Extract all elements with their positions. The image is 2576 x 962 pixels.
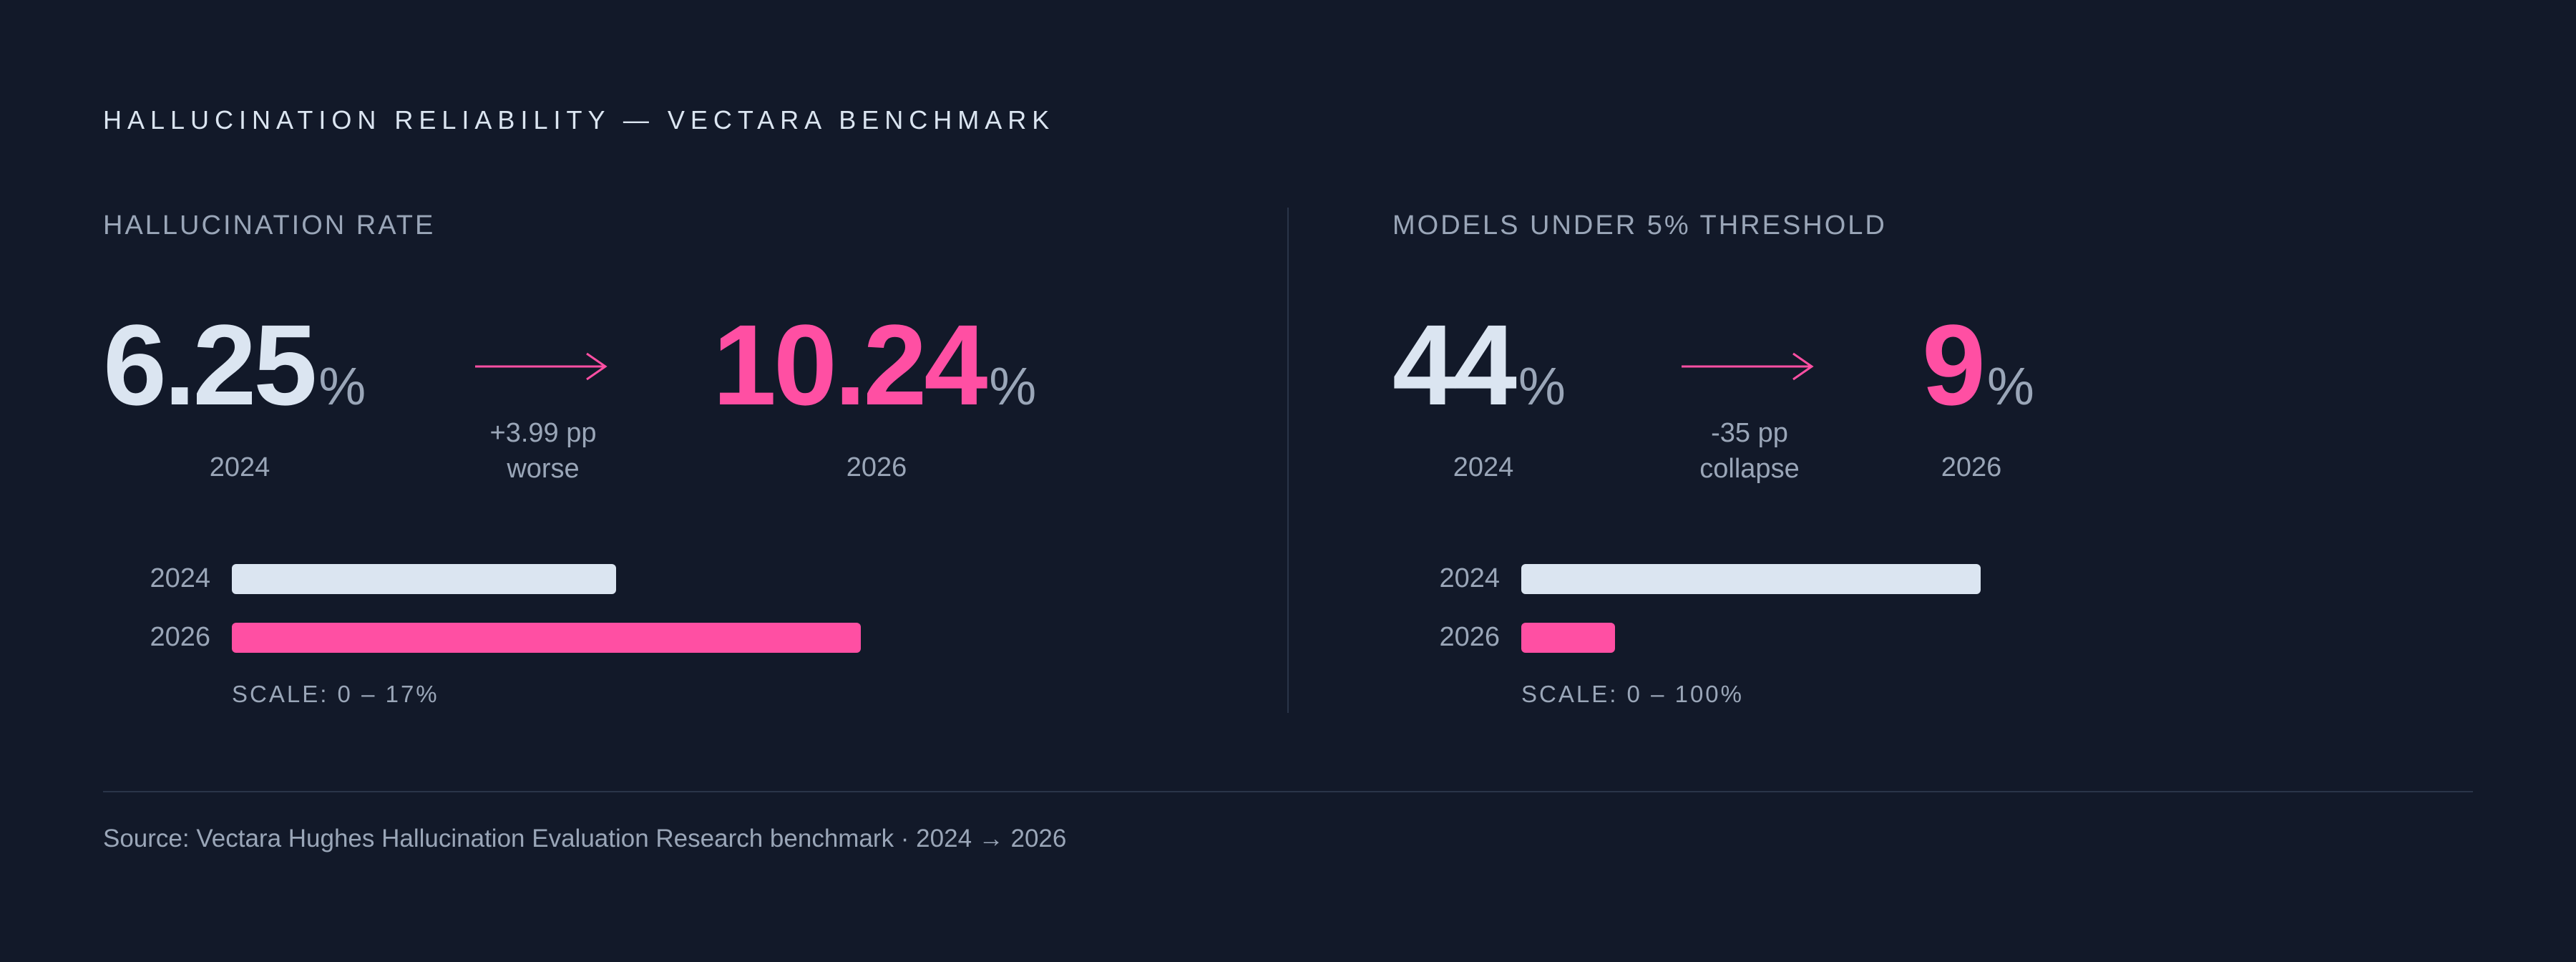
stat-before-unit: % xyxy=(318,356,366,416)
main-title: HALLUCINATION RELIABILITY — VECTARA BENC… xyxy=(103,105,1055,135)
bar-after xyxy=(232,623,862,653)
stat-before-year: 2024 xyxy=(1453,452,1514,482)
stat-after-value: 10.24 xyxy=(713,301,987,429)
stat-before-value: 6.25 xyxy=(103,301,317,429)
stat-before-year: 2024 xyxy=(209,452,270,482)
vertical-divider xyxy=(1287,208,1289,713)
bar-label-after: 2026 xyxy=(150,622,210,652)
bar-before xyxy=(1521,564,1981,594)
bar-after xyxy=(1521,623,1616,653)
bar-before xyxy=(232,564,616,594)
stat-after-unit: % xyxy=(989,356,1037,416)
stat-before-unit: % xyxy=(1518,356,1566,416)
stat-after-year: 2026 xyxy=(1941,452,2002,482)
change-line2: worse xyxy=(507,454,580,484)
stat-before: 44% xyxy=(1392,308,1566,422)
stat-after-unit: % xyxy=(1986,356,2034,416)
panel-models-under-threshold: MODELS UNDER 5% THRESHOLD 44% 2024 -35 p… xyxy=(1392,208,2573,723)
change-line2: collapse xyxy=(1699,454,1800,484)
panel-title: HALLUCINATION RATE xyxy=(103,210,436,240)
bar-label-after: 2026 xyxy=(1439,622,1500,652)
stat-after-value: 9 xyxy=(1922,301,1986,429)
change-line1: +3.99 pp xyxy=(489,418,597,448)
stat-after-year: 2026 xyxy=(846,452,907,482)
stat-before-value: 44 xyxy=(1392,301,1517,429)
panel-title: MODELS UNDER 5% THRESHOLD xyxy=(1392,210,1887,240)
scale-label: SCALE: 0 – 100% xyxy=(1521,681,1744,707)
scale-label: SCALE: 0 – 17% xyxy=(232,681,439,707)
stat-after: 10.24% xyxy=(713,308,1037,422)
arrow-right-icon xyxy=(475,352,608,381)
horizontal-divider xyxy=(103,791,2473,792)
change-line1: -35 pp xyxy=(1711,418,1788,448)
panel-hallucination-rate: HALLUCINATION RATE 6.25% 2024 +3.99 pp w… xyxy=(103,208,1284,723)
source-note: Source: Vectara Hughes Hallucination Eva… xyxy=(103,825,1067,852)
bar-label-before: 2024 xyxy=(1439,563,1500,593)
stat-before: 6.25% xyxy=(103,308,366,422)
bar-label-before: 2024 xyxy=(150,563,210,593)
stat-after: 9% xyxy=(1922,308,2034,422)
arrow-right-icon xyxy=(1682,352,1814,381)
